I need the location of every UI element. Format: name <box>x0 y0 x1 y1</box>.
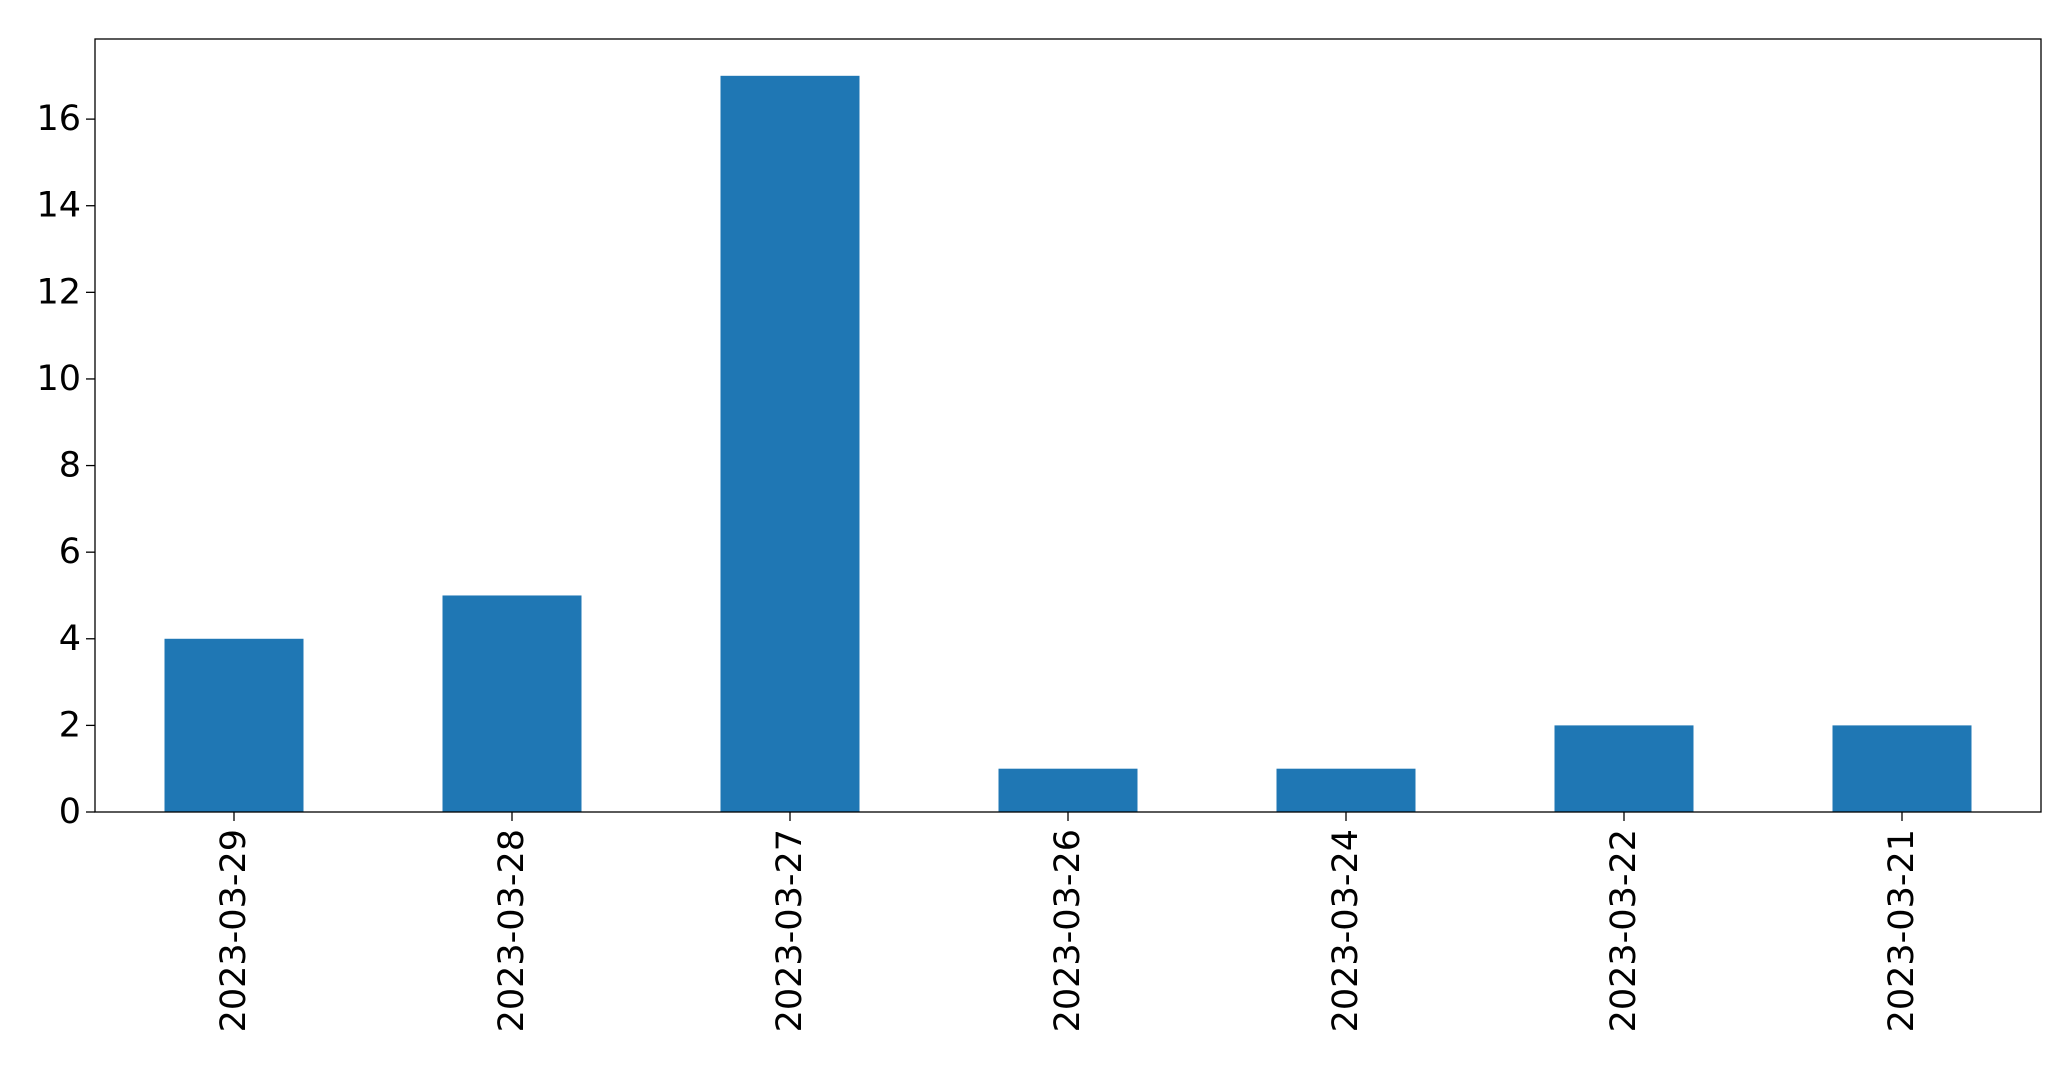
y-axis: 0 2 4 6 8 10 12 14 16 <box>36 99 95 832</box>
y-tick-label: 16 <box>36 99 81 139</box>
x-tick-label: 2023-03-21 <box>1882 829 1922 1032</box>
y-tick-label: 12 <box>36 272 81 312</box>
bar-2023-03-22 <box>1554 725 1694 812</box>
x-tick-label: 2023-03-27 <box>770 829 810 1032</box>
y-tick-label: 4 <box>59 619 81 659</box>
y-tick-label: 6 <box>59 532 81 572</box>
x-tick-label: 2023-03-24 <box>1326 829 1366 1032</box>
bar-2023-03-24 <box>1276 768 1416 812</box>
x-tick-label: 2023-03-26 <box>1048 829 1088 1032</box>
bar-2023-03-28 <box>442 595 582 812</box>
bars-layer <box>164 75 1972 813</box>
y-tick-label: 0 <box>59 792 81 832</box>
bar-2023-03-29 <box>164 638 304 812</box>
bar-2023-03-27 <box>720 75 860 813</box>
bar-2023-03-21 <box>1832 725 1972 812</box>
y-tick-label: 10 <box>36 359 81 399</box>
bar-2023-03-26 <box>998 768 1138 812</box>
x-tick-label: 2023-03-28 <box>492 829 532 1032</box>
plot-frame <box>94 38 2042 813</box>
y-tick-label: 2 <box>59 705 81 745</box>
x-axis: 2023-03-29 2023-03-28 2023-03-27 2023-03-26… <box>214 812 1922 1032</box>
x-tick-label: 2023-03-22 <box>1604 829 1644 1032</box>
x-tick-label: 2023-03-29 <box>214 829 254 1032</box>
y-tick-label: 8 <box>59 446 81 486</box>
y-tick-label: 14 <box>36 186 81 226</box>
